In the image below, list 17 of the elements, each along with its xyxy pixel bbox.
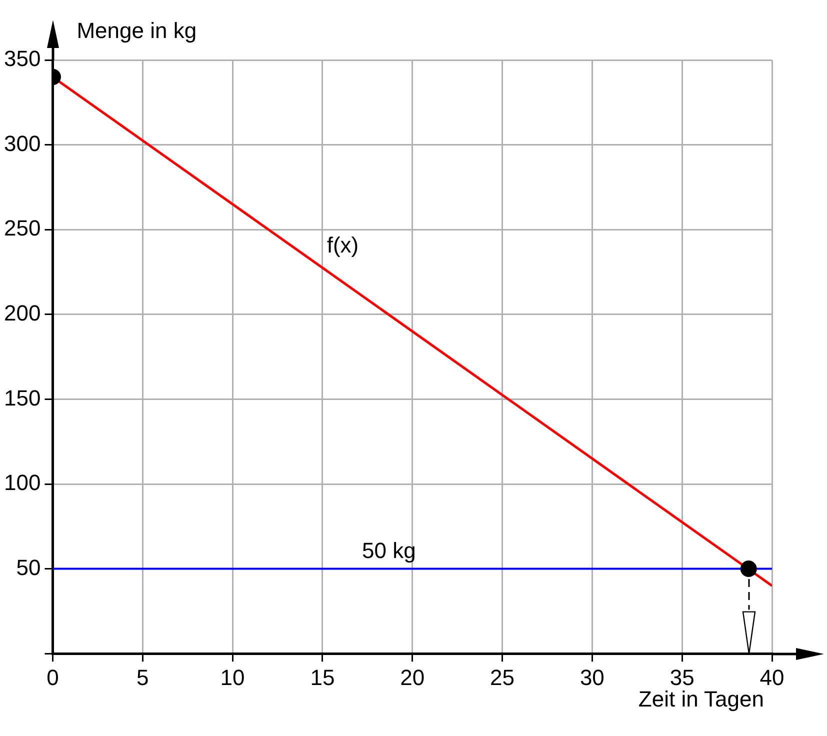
x-tick-label: 20 bbox=[400, 664, 425, 690]
x-tick-label: 10 bbox=[220, 664, 245, 690]
x-tick-label: 30 bbox=[580, 664, 604, 690]
y-tick-label: 50 bbox=[16, 554, 41, 580]
y-tick-label: 150 bbox=[4, 385, 41, 410]
y-tick-label: 300 bbox=[4, 130, 41, 156]
x-tick-label: 5 bbox=[136, 664, 149, 690]
y-tick-label: 250 bbox=[4, 216, 41, 241]
x-tick-label: 15 bbox=[310, 664, 335, 690]
x-tick-label: 0 bbox=[46, 664, 59, 690]
y-tick-label: 350 bbox=[4, 46, 41, 72]
series-label: f(x) bbox=[326, 232, 359, 258]
x-tick-label: 25 bbox=[490, 664, 515, 690]
y-tick-label: 200 bbox=[4, 300, 41, 326]
y-tick-label: 100 bbox=[4, 470, 41, 496]
y-axis-title: Menge in kg bbox=[76, 18, 197, 44]
ref-line-label: 50 kg bbox=[362, 538, 416, 563]
